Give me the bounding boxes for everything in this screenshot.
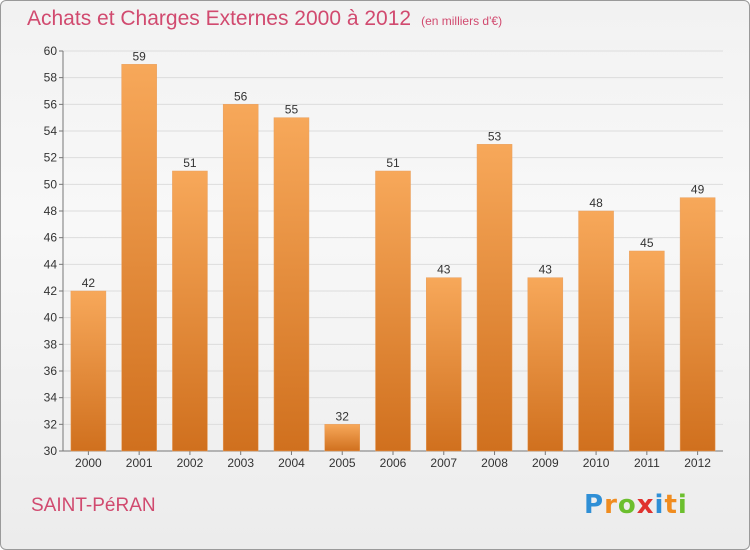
logo-letter: i (677, 490, 688, 520)
y-tick-label: 36 (44, 364, 58, 378)
bar-2009 (527, 277, 564, 452)
y-tick-label: 60 (44, 44, 58, 58)
bar-2000 (70, 290, 107, 452)
x-tick-label-2011: 2011 (634, 456, 660, 470)
y-tick-label: 44 (44, 257, 58, 271)
value-label-2003: 56 (234, 89, 248, 103)
x-tick-label-2002: 2002 (177, 456, 204, 470)
x-tick-label-2007: 2007 (430, 456, 457, 470)
chart-title-text: Achats et Charges Externes 2000 à 2012 (27, 7, 412, 30)
y-tick-label: 46 (44, 231, 58, 245)
bar-2006 (375, 170, 411, 452)
y-tick-label: 40 (44, 311, 58, 325)
x-tick-label-2004: 2004 (278, 456, 305, 470)
y-tick-label: 52 (44, 151, 58, 165)
logo-letter: x (636, 490, 655, 520)
logo-letter: r (604, 490, 618, 520)
bar-2008 (476, 144, 513, 452)
value-label-2007: 43 (437, 263, 451, 277)
y-tick-label: 54 (44, 124, 58, 138)
x-tick-label-2009: 2009 (532, 456, 559, 470)
bar-2004 (273, 117, 310, 452)
y-tick-label: 30 (44, 444, 58, 458)
x-tick-label-2008: 2008 (481, 456, 508, 470)
value-label-2002: 51 (183, 156, 197, 170)
y-tick-label: 56 (44, 97, 58, 111)
y-tick-label: 42 (44, 284, 58, 298)
x-tick-label-2000: 2000 (75, 456, 102, 470)
x-tick-label-2003: 2003 (227, 456, 254, 470)
proxiti-logo[interactable]: Proxiti (584, 490, 688, 520)
value-label-2005: 32 (336, 409, 350, 423)
x-tick-label-2001: 2001 (126, 456, 153, 470)
bar-2012 (679, 197, 716, 452)
value-label-2011: 45 (640, 236, 654, 250)
bar-2003 (222, 104, 259, 452)
value-label-2008: 53 (488, 129, 502, 143)
chart-title: Achats et Charges Externes 2000 à 2012 (e… (27, 7, 502, 31)
bar-2007 (426, 277, 462, 452)
logo-letter: P (584, 490, 605, 520)
logo-letter: t (664, 490, 678, 520)
x-tick-label-2005: 2005 (329, 456, 356, 470)
y-tick-label: 50 (44, 177, 58, 191)
bar-2011 (629, 250, 665, 452)
labels: 42 2000 59 2001 51 2002 56 2003 55 2004 32 2005 51 20… (75, 49, 711, 470)
bar-2010 (578, 210, 614, 452)
bar-2001 (121, 64, 157, 452)
y-tick-label: 58 (44, 71, 58, 85)
y-tick-label: 34 (44, 391, 58, 405)
bars (70, 64, 716, 452)
value-label-2009: 43 (539, 263, 553, 277)
y-tick-label: 32 (44, 417, 58, 431)
location-name: SAINT-PéRAN (31, 495, 156, 516)
x-tick-label-2012: 2012 (684, 456, 711, 470)
y-tick-label: 48 (44, 204, 58, 218)
y-tick-label: 38 (44, 337, 58, 351)
x-tick-label-2006: 2006 (380, 456, 407, 470)
bar-2002 (172, 170, 208, 452)
bar-2005 (324, 424, 360, 452)
logo-letter: o (617, 490, 637, 520)
value-label-2000: 42 (82, 276, 96, 290)
value-label-2006: 51 (386, 156, 400, 170)
value-label-2010: 48 (589, 196, 603, 210)
value-label-2001: 59 (132, 49, 146, 63)
x-tick-label-2010: 2010 (583, 456, 610, 470)
logo-letter: i (654, 490, 665, 520)
chart-subtitle: (en milliers d'€) (421, 14, 503, 28)
value-label-2012: 49 (691, 183, 705, 197)
value-label-2004: 55 (285, 103, 299, 117)
